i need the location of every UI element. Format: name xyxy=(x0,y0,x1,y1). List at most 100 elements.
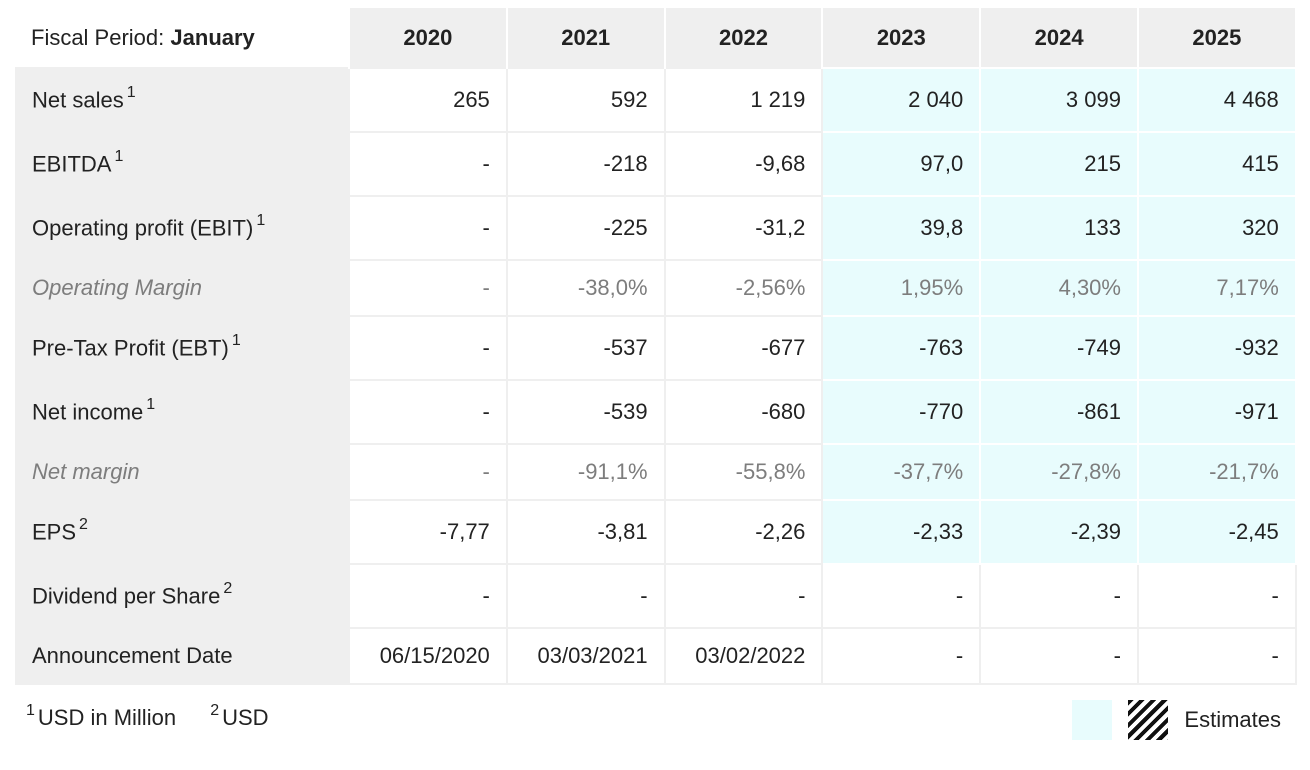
footnote-marker: 2 xyxy=(223,580,233,598)
table-row: EBITDA 1 - -218 -9,68 97,0 215 415 xyxy=(15,131,1297,197)
table-cell: -55,8% xyxy=(663,443,824,501)
table-cell: -218 xyxy=(505,131,666,197)
estimate-cell: -763 xyxy=(821,315,982,381)
estimate-cell: -2,39 xyxy=(979,499,1139,565)
table-cell: - xyxy=(663,563,824,629)
estimate-cell: 2 040 xyxy=(821,67,982,133)
footnote-mark: 1 xyxy=(26,702,35,719)
table-cell: - xyxy=(505,563,666,629)
row-label: Dividend per Share 2 xyxy=(15,563,350,629)
estimate-cell: 133 xyxy=(979,195,1139,261)
table-cell: 06/15/2020 xyxy=(348,627,508,685)
table-cell: - xyxy=(348,195,508,261)
footnote-marker: 1 xyxy=(126,84,136,102)
table-row: EPS 2 -7,77 -3,81 -2,26 -2,33 -2,39 -2,45 xyxy=(15,499,1297,565)
table-cell: 265 xyxy=(348,67,508,133)
row-label: Operating profit (EBIT) 1 xyxy=(15,195,350,261)
table-cell: 1 219 xyxy=(663,67,824,133)
footnotes: 1 USD in Million 2 USD xyxy=(26,702,297,731)
footnote-marker: 1 xyxy=(256,212,266,230)
table-cell: - xyxy=(348,443,508,501)
table-cell: -2,56% xyxy=(663,259,824,317)
row-label-text: Pre-Tax Profit (EBT) xyxy=(32,335,229,361)
row-label-text: Operating Margin xyxy=(32,275,202,300)
table-cell: -677 xyxy=(663,315,824,381)
row-label: Pre-Tax Profit (EBT) 1 xyxy=(15,315,350,381)
estimate-cell: -2,33 xyxy=(821,499,982,565)
row-label-text: EBITDA xyxy=(32,151,112,177)
year-header: 2024 xyxy=(980,8,1139,68)
estimate-color-swatch xyxy=(1072,700,1113,740)
table-cell: - xyxy=(348,315,508,381)
estimate-cell: -21,7% xyxy=(1136,443,1297,501)
row-label-text: Announcement Date xyxy=(32,643,233,668)
hatch-pattern-swatch xyxy=(1128,700,1169,740)
legend-label: Estimates xyxy=(1184,707,1281,732)
table-cell: - xyxy=(348,259,508,317)
table-row: Net sales 1 265 592 1 219 2 040 3 099 4 4… xyxy=(15,67,1297,133)
year-header: 2022 xyxy=(664,8,824,68)
footnote-mark: 2 xyxy=(210,702,220,719)
header-row: Fiscal Period: January 2020 2021 2022 20… xyxy=(16,8,1297,68)
table-cell: -31,2 xyxy=(663,195,824,261)
estimate-cell: -770 xyxy=(821,379,982,445)
footnote-text: USD in Million xyxy=(37,705,177,731)
footnote-marker: 1 xyxy=(231,332,241,350)
table-cell: - xyxy=(1136,627,1297,685)
estimate-cell: 320 xyxy=(1136,195,1297,261)
footnote-text: USD xyxy=(222,705,269,731)
table-cell: -539 xyxy=(505,379,666,445)
table-row: Net margin - -91,1% -55,8% -37,7% -27,8%… xyxy=(15,443,1297,501)
estimate-cell: -971 xyxy=(1136,379,1297,445)
table-cell: -537 xyxy=(505,315,666,381)
table-cell: -91,1% xyxy=(505,443,666,501)
table-cell: - xyxy=(348,563,508,629)
fiscal-period-header: Fiscal Period: January xyxy=(16,8,350,68)
estimate-cell: 7,17% xyxy=(1136,259,1297,317)
footnote: 1 USD in Million xyxy=(26,702,177,731)
row-label: EPS 2 xyxy=(15,499,350,565)
table-cell: 03/03/2021 xyxy=(505,627,666,685)
table-row: Dividend per Share 2 - - - - - - xyxy=(15,563,1297,629)
table-cell: - xyxy=(821,563,982,629)
table-cell: -7,77 xyxy=(348,499,508,565)
row-label: Operating Margin xyxy=(15,259,350,317)
table-cell: - xyxy=(979,563,1139,629)
estimate-cell: -27,8% xyxy=(979,443,1139,501)
table-row: Operating profit (EBIT) 1 - -225 -31,2 39… xyxy=(15,195,1297,261)
table-cell: - xyxy=(1136,563,1297,629)
estimate-cell: 1,95% xyxy=(821,259,982,317)
row-label: EBITDA 1 xyxy=(15,131,350,197)
table-cell: -225 xyxy=(505,195,666,261)
estimate-cell: -749 xyxy=(979,315,1139,381)
estimate-cell: 39,8 xyxy=(821,195,982,261)
footnote: 2 USD xyxy=(210,702,269,731)
estimate-cell: -37,7% xyxy=(821,443,982,501)
estimate-cell: 415 xyxy=(1136,131,1297,197)
row-label-text: Net income xyxy=(32,399,144,425)
estimate-cell: -861 xyxy=(979,379,1139,445)
year-header: 2023 xyxy=(822,8,982,68)
row-label: Net income 1 xyxy=(15,379,350,445)
table-cell: -3,81 xyxy=(505,499,666,565)
table-cell: -38,0% xyxy=(505,259,666,317)
estimate-cell: 4,30% xyxy=(979,259,1139,317)
table-row: Net income 1 - -539 -680 -770 -861 -971 xyxy=(15,379,1297,445)
fiscal-period-value: January xyxy=(170,24,255,50)
table-cell: - xyxy=(979,627,1139,685)
row-label-text: EPS xyxy=(32,519,77,545)
row-label: Net margin xyxy=(15,443,350,501)
year-header: 2025 xyxy=(1137,8,1297,68)
estimates-legend: Estimates xyxy=(1072,700,1281,740)
footnote-marker: 1 xyxy=(146,396,156,414)
fiscal-period-label: Fiscal Period: xyxy=(31,24,165,50)
row-label-text: Operating profit (EBIT) xyxy=(32,215,254,241)
estimate-cell: -2,45 xyxy=(1136,499,1297,565)
footnote-marker: 1 xyxy=(114,148,124,166)
table-row: Pre-Tax Profit (EBT) 1 - -537 -677 -763 -… xyxy=(15,315,1297,381)
table-row: Announcement Date 06/15/2020 03/03/2021 … xyxy=(15,627,1297,685)
table-cell: - xyxy=(821,627,982,685)
table-cell: -2,26 xyxy=(663,499,824,565)
row-label-text: Net sales xyxy=(32,87,124,113)
footnote-marker: 2 xyxy=(79,516,88,534)
